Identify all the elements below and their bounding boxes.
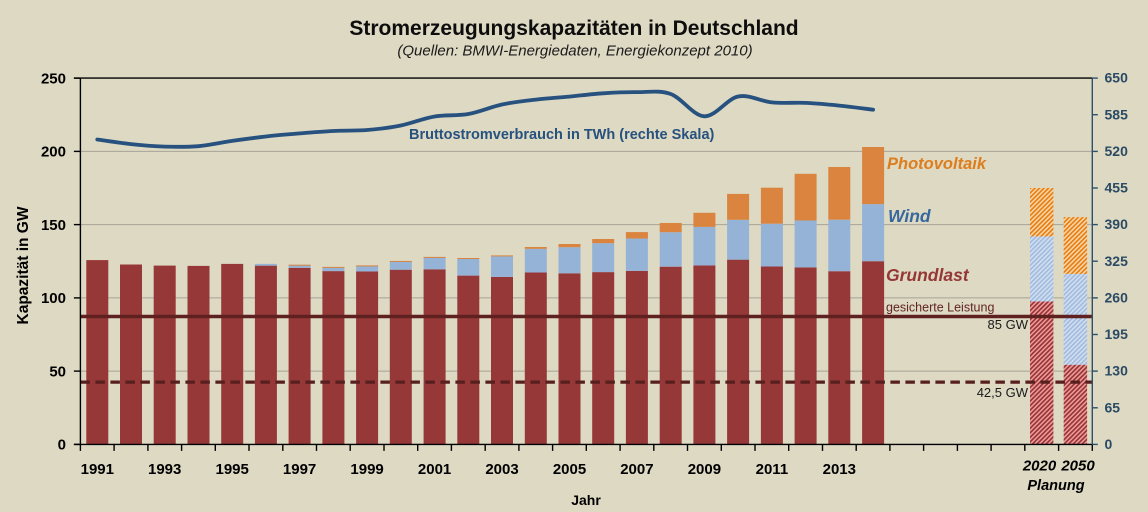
svg-text:455: 455	[1105, 180, 1129, 196]
svg-text:0: 0	[1105, 436, 1113, 452]
svg-text:50: 50	[49, 363, 66, 380]
svg-text:1993: 1993	[148, 461, 181, 478]
svg-text:325: 325	[1105, 253, 1129, 269]
svg-text:200: 200	[41, 144, 66, 161]
svg-text:2009: 2009	[688, 461, 721, 478]
svg-text:650: 650	[1105, 70, 1129, 86]
svg-text:1991: 1991	[81, 461, 114, 478]
svg-text:390: 390	[1105, 216, 1129, 232]
svg-text:260: 260	[1105, 290, 1129, 306]
svg-text:gesicherte Leistung: gesicherte Leistung	[886, 301, 994, 315]
svg-text:1995: 1995	[216, 461, 249, 478]
svg-text:100: 100	[41, 290, 66, 307]
svg-text:130: 130	[1105, 363, 1129, 379]
svg-text:250: 250	[41, 70, 66, 87]
svg-text:1999: 1999	[350, 461, 383, 478]
svg-text:2007: 2007	[620, 461, 653, 478]
svg-text:2020: 2020	[1022, 458, 1057, 475]
svg-text:2003: 2003	[485, 461, 518, 478]
svg-text:0: 0	[58, 437, 66, 454]
svg-text:Planung: Planung	[1027, 478, 1084, 494]
svg-text:42,5 GW: 42,5 GW	[977, 385, 1029, 400]
svg-text:Photovoltaik: Photovoltaik	[887, 155, 987, 173]
svg-text:Jahr: Jahr	[571, 492, 601, 508]
svg-text:65: 65	[1105, 399, 1121, 415]
svg-text:Bruttostromverbrauch in TWh (r: Bruttostromverbrauch in TWh (rechte Skal…	[409, 127, 715, 143]
svg-text:2011: 2011	[756, 461, 789, 478]
svg-text:2005: 2005	[553, 461, 586, 478]
svg-text:520: 520	[1105, 143, 1129, 159]
svg-text:1997: 1997	[283, 461, 316, 478]
svg-text:Stromerzeugungskapazitäten in: Stromerzeugungskapazitäten in Deutschlan…	[349, 17, 798, 40]
svg-text:195: 195	[1105, 326, 1129, 342]
svg-text:150: 150	[41, 217, 66, 234]
svg-text:(Quellen: BMWI-Energiedaten, E: (Quellen: BMWI-Energiedaten, Energiekonz…	[397, 43, 752, 60]
svg-text:Grundlast: Grundlast	[886, 265, 970, 285]
svg-text:Kapazität in GW: Kapazität in GW	[15, 206, 32, 324]
svg-text:585: 585	[1105, 106, 1129, 122]
svg-text:85 GW: 85 GW	[988, 317, 1029, 332]
svg-text:2050: 2050	[1060, 458, 1095, 475]
svg-text:2001: 2001	[418, 461, 451, 478]
svg-text:Wind: Wind	[888, 206, 931, 226]
svg-text:2013: 2013	[823, 461, 856, 478]
